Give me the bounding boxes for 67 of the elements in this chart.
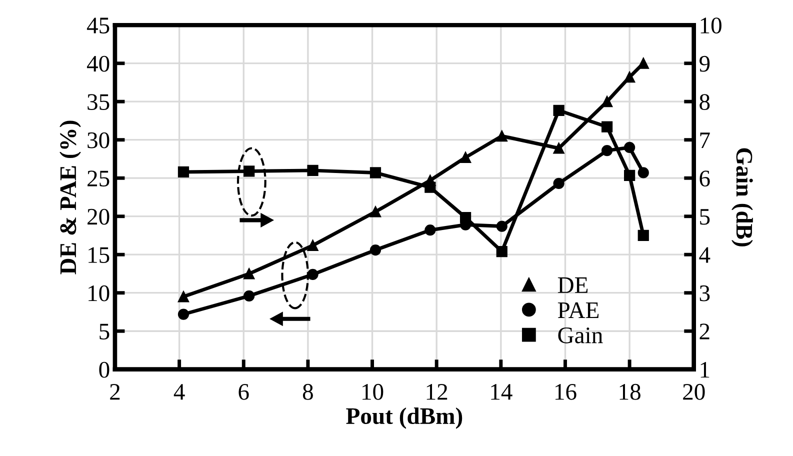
point — [553, 178, 564, 190]
y2-tick-label: 6 — [700, 170, 710, 187]
x-tick-label: 2 — [110, 384, 120, 400]
x-tick-label: 18 — [620, 384, 640, 400]
y-tick-label: 45 — [86, 18, 110, 34]
point — [496, 130, 508, 142]
point — [370, 167, 382, 178]
legend-label: DE — [558, 277, 588, 293]
x-tick-label: 6 — [238, 384, 249, 400]
point — [496, 220, 508, 232]
point — [638, 167, 649, 178]
point — [460, 212, 472, 224]
x-tick-label: 8 — [302, 384, 313, 400]
y2-tick-label: 5 — [700, 209, 710, 225]
y-tick-label: 25 — [88, 170, 110, 187]
point — [178, 291, 190, 302]
point — [624, 142, 636, 154]
x-tick-label: 10 — [362, 384, 384, 400]
x-axis-title: Pout (dBm) — [346, 407, 462, 429]
point — [178, 166, 190, 178]
point — [601, 144, 613, 156]
y2-tick-label: 10 — [700, 18, 722, 34]
x-tick-label: 20 — [683, 384, 705, 400]
y-tick-label: 0 — [99, 362, 110, 378]
point — [244, 166, 255, 177]
x-tick-label: 12 — [426, 384, 448, 400]
y2-tick-label: 4 — [699, 247, 710, 263]
point — [496, 246, 508, 258]
y-tick-label: 15 — [88, 247, 110, 264]
y2-tick-label: 3 — [700, 285, 710, 302]
y-axis-title: DE & PAE (%) — [60, 120, 81, 274]
y-tick-label: 40 — [86, 56, 110, 72]
x-tick-label: 4 — [174, 384, 185, 400]
y-tick-label: 5 — [100, 324, 110, 340]
point — [424, 182, 436, 193]
point — [244, 290, 255, 302]
y-tick-label: 35 — [88, 94, 110, 110]
x-tick-label: 14 — [491, 384, 512, 400]
point — [307, 240, 318, 251]
y-tick-label: 10 — [88, 285, 110, 302]
point — [370, 206, 382, 218]
point — [638, 58, 649, 69]
y2-tick-label: 7 — [700, 132, 710, 148]
legend-label: Gain — [558, 327, 603, 344]
y2-tick-label: 2 — [700, 324, 710, 340]
point — [553, 142, 564, 154]
point — [370, 244, 382, 256]
point — [244, 268, 255, 280]
y2-tick-label: 8 — [700, 94, 710, 110]
point — [460, 152, 472, 163]
point — [601, 121, 613, 132]
x-tick-label: 16 — [556, 384, 576, 400]
point — [307, 164, 318, 176]
legend-label: PAE — [558, 302, 599, 318]
point — [307, 268, 318, 280]
y-tick-label: 20 — [88, 208, 110, 225]
y-tick-label: 30 — [88, 132, 110, 148]
point — [424, 224, 436, 236]
point — [553, 104, 564, 116]
y2-axis-title: Gain (dB) — [731, 148, 753, 246]
point — [624, 72, 636, 83]
y2-tick-label: 9 — [699, 56, 710, 72]
point — [624, 170, 636, 181]
point — [638, 230, 649, 242]
y2-tick-label: 1 — [700, 362, 710, 378]
point — [601, 96, 613, 108]
point — [178, 308, 190, 320]
